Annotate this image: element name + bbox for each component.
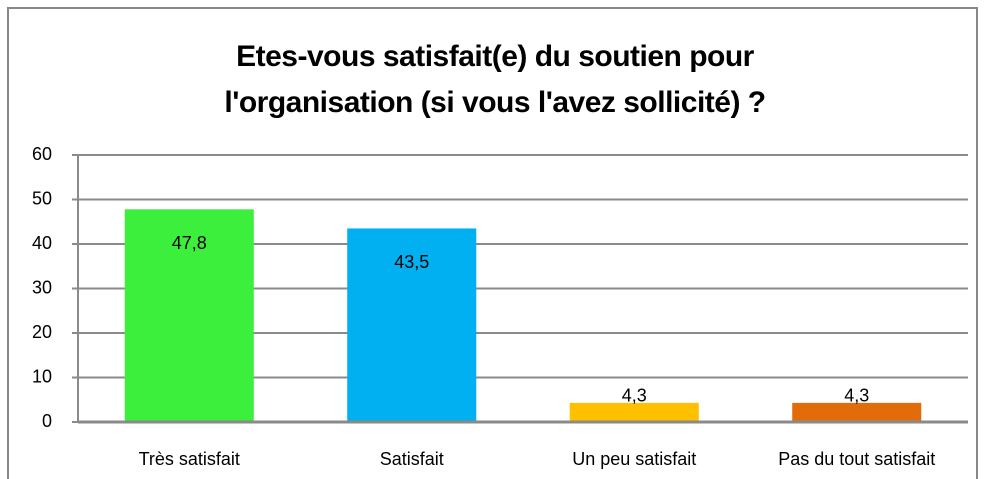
bar <box>124 209 254 422</box>
y-tick-label: 50 <box>32 188 52 208</box>
y-tick-label: 20 <box>32 322 52 342</box>
x-tick-label: Satisfait <box>380 449 444 469</box>
x-tick-label: Très satisfait <box>139 449 240 469</box>
value-label: 47,8 <box>172 233 207 253</box>
chart-title: Etes-vous satisfait(e) du soutien pour l… <box>224 40 766 119</box>
y-tick-label: 30 <box>32 277 52 297</box>
y-tick-label: 10 <box>32 366 52 386</box>
bar <box>792 402 922 422</box>
value-label: 4,3 <box>844 386 869 406</box>
bar <box>569 402 699 422</box>
x-tick-label: Pas du tout satisfait <box>778 449 935 469</box>
y-tick-label: 40 <box>32 233 52 253</box>
x-tick-label: Un peu satisfait <box>572 449 696 469</box>
value-label: 4,3 <box>622 386 647 406</box>
value-label: 43,5 <box>394 252 429 272</box>
bar <box>347 228 477 422</box>
y-tick-label: 60 <box>32 144 52 164</box>
y-tick-label: 0 <box>42 411 52 431</box>
chart-frame <box>7 7 978 479</box>
